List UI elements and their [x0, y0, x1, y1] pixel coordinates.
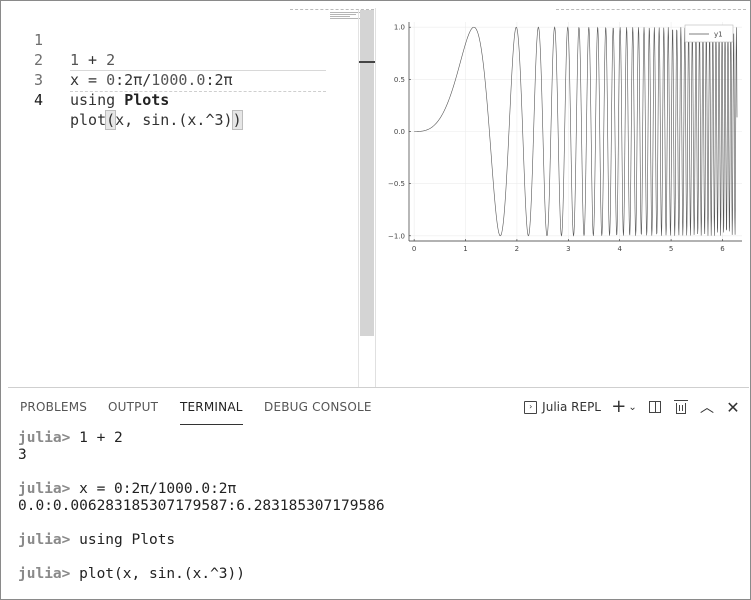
repl-prompt: julia>	[18, 532, 71, 548]
line-code[interactable]: using Plots	[70, 91, 170, 109]
plus-icon: +	[611, 396, 627, 417]
terminal-input-line: julia> using Plots	[18, 532, 176, 548]
line-number: 4	[34, 91, 44, 109]
current-line-highlight	[70, 70, 326, 92]
editor-scrollbar-thumb[interactable]	[360, 10, 374, 336]
line-code[interactable]: 1 + 2	[70, 51, 116, 69]
x-tick-label: 3	[566, 245, 570, 253]
plot-legend: y1	[684, 24, 734, 43]
split-terminal-button[interactable]	[647, 399, 663, 415]
tab-output[interactable]: OUTPUT	[108, 400, 159, 414]
line-code[interactable]: plot(x, sin.(x.^3))	[70, 110, 243, 130]
plot-pane-top-border	[556, 9, 746, 10]
chevron-up-icon: ︿	[700, 400, 714, 416]
editor-line-3[interactable]: 3 using Plots	[8, 50, 338, 109]
close-panel-button[interactable]: ✕	[725, 397, 741, 417]
line-number: 3	[34, 71, 44, 89]
line-number: 2	[34, 51, 44, 69]
terminal-input-line: julia> 1 + 2	[18, 430, 123, 446]
terminal-output-line: 3	[18, 447, 27, 463]
y-tick-label: −0.5	[388, 180, 405, 188]
x-tick-label: 0	[412, 245, 416, 253]
x-tick-label: 2	[515, 245, 519, 253]
trash-icon	[674, 400, 688, 414]
repl-prompt: julia>	[18, 481, 71, 497]
editor-line-4[interactable]: 4 plot(x, sin.(x.^3))	[8, 70, 338, 130]
plot-axes: 0 1 2 3 4 5 6 1.0 0.5 0.0 −0.5 −1.0	[388, 22, 742, 253]
terminal-input-line: julia> plot(x, sin.(x.^3))	[18, 566, 245, 582]
terminal-name: Julia REPL	[542, 400, 601, 414]
matching-bracket: (	[105, 110, 117, 130]
y-tick-label: 0.5	[394, 76, 405, 84]
panel-actions: › Julia REPL + ⌄ ︿ ✕	[524, 396, 741, 418]
legend-label: y1	[714, 31, 723, 39]
y-tick-label: 1.0	[394, 24, 405, 32]
terminal-selector[interactable]: › Julia REPL	[524, 400, 601, 414]
legend-box	[684, 24, 734, 43]
plot-grid	[409, 22, 742, 241]
line-code[interactable]: x = 0:2π/1000.0:2π	[70, 71, 233, 89]
new-terminal-button[interactable]: + ⌄	[611, 396, 637, 417]
maximize-panel-button[interactable]: ︿	[699, 399, 715, 416]
x-tick-label: 4	[617, 245, 622, 253]
matching-bracket: )	[231, 110, 243, 130]
x-tick-label: 5	[669, 245, 673, 253]
repl-prompt: julia>	[18, 566, 71, 582]
plot-chart: 0 1 2 3 4 5 6 1.0 0.5 0.0 −0.5 −1.0 y1	[388, 22, 742, 253]
terminal-output-line: 0.0:0.006283185307179587:6.2831853071795…	[18, 498, 385, 514]
split-icon	[649, 401, 661, 413]
line-number: 1	[34, 31, 44, 49]
editor-line-1[interactable]: 1 1 + 2	[8, 10, 338, 69]
y-tick-label: −1.0	[388, 232, 405, 240]
tab-debug-console[interactable]: DEBUG CONSOLE	[264, 400, 372, 414]
repl-prompt: julia>	[18, 430, 71, 446]
chevron-down-icon[interactable]: ⌄	[628, 401, 637, 413]
terminal-output[interactable]: julia> 1 + 2 3 julia> x = 0:2π/1000.0:2π…	[18, 430, 738, 583]
series-y1-line	[414, 26, 738, 237]
tab-problems[interactable]: PROBLEMS	[20, 400, 88, 414]
tab-terminal[interactable]: TERMINAL	[180, 398, 243, 425]
bottom-panel: PROBLEMS OUTPUT TERMINAL DEBUG CONSOLE ›…	[8, 387, 749, 599]
x-tick-label: 1	[463, 245, 467, 253]
code-editor[interactable]: 1 1 + 2 2 x = 0:2π/1000.0:2π 3 using Plo…	[8, 8, 374, 388]
terminal-input-line: julia> x = 0:2π/1000.0:2π	[18, 481, 237, 497]
minimap[interactable]	[330, 11, 366, 19]
pane-divider[interactable]	[375, 8, 376, 388]
editor-top-border	[290, 9, 374, 10]
plot-pane: 0 1 2 3 4 5 6 1.0 0.5 0.0 −0.5 −1.0 y1	[376, 8, 749, 268]
x-tick-label: 6	[720, 245, 725, 253]
kill-terminal-button[interactable]	[673, 399, 689, 415]
editor-line-2[interactable]: 2 x = 0:2π/1000.0:2π	[8, 30, 338, 89]
scrollbar-cursor-marker	[359, 61, 375, 63]
close-icon: ✕	[726, 397, 740, 417]
terminal-icon: ›	[524, 400, 538, 414]
y-tick-label: 0.0	[394, 128, 405, 136]
